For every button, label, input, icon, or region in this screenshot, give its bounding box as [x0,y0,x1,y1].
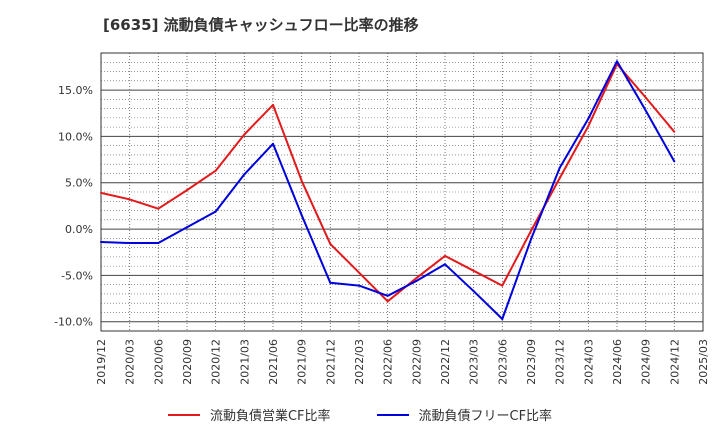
data-point [558,166,561,169]
data-point [386,294,389,297]
legend-item: 流動負債フリーCF比率 [376,405,553,424]
x-tick-label: 2023/03 [468,339,481,385]
x-tick-label: 2023/09 [525,339,538,385]
data-point [243,133,246,136]
data-point [587,125,590,128]
x-tick-label: 2019/12 [95,339,108,385]
data-point [272,142,274,145]
data-point [501,284,504,287]
legend-label: 流動負債フリーCF比率 [418,409,553,424]
data-point [157,207,160,210]
x-tick-label: 2022/03 [353,339,366,385]
x-tick-label: 2021/06 [267,339,280,385]
x-tick-label: 2024/06 [611,339,624,385]
y-tick-label: 15.0% [58,84,93,97]
data-point [100,191,102,194]
y-tick-label: -10.0% [54,316,93,329]
data-point [272,103,274,106]
data-point [128,198,131,201]
data-point [444,254,446,257]
data-point [300,179,303,182]
x-tick-label: 2022/12 [439,339,452,385]
data-point [673,160,676,163]
x-tick-label: 2025/03 [697,339,710,385]
data-point [358,271,360,274]
x-tick-label: 2024/09 [640,339,653,385]
x-tick-label: 2020/06 [152,339,165,385]
data-point [329,281,332,284]
legend-item: 流動負債営業CF比率 [167,405,331,424]
y-tick-label: -5.0% [61,269,93,282]
data-point [415,279,418,282]
data-point [358,284,360,287]
y-tick-label: 10.0% [58,130,93,143]
data-point [616,60,618,63]
data-point [472,269,475,272]
x-tick-label: 2020/09 [181,339,194,385]
data-point [386,300,389,303]
x-tick-label: 2022/09 [410,339,423,385]
data-point [587,117,590,120]
data-point [243,173,246,176]
data-point [157,241,160,244]
data-point [444,263,446,266]
data-point [530,238,532,241]
data-point [329,242,332,245]
y-tick-label: 0.0% [65,223,93,236]
legend: 流動負債営業CF比率 流動負債フリーCF比率 [0,405,720,424]
data-point [128,241,131,244]
x-tick-label: 2024/12 [668,339,681,385]
x-tick-label: 2020/12 [210,339,223,385]
data-point [644,96,647,99]
y-tick-label: 5.0% [65,177,93,190]
x-tick-label: 2023/06 [496,339,509,385]
x-tick-label: 2021/03 [238,339,251,385]
legend-swatch [376,413,409,416]
data-point [644,109,647,112]
data-point [300,214,303,217]
x-tick-label: 2024/03 [582,339,595,385]
data-point [501,317,504,320]
data-point [472,290,475,293]
x-tick-label: 2021/12 [324,339,337,385]
data-point [415,277,418,280]
data-point [214,210,217,213]
data-point [530,229,532,232]
data-point [100,241,102,244]
x-tick-label: 2021/09 [296,339,309,385]
chart-title: [6635] 流動負債キャッシュフロー比率の推移 [103,16,419,34]
legend-swatch [167,413,200,416]
data-point [558,177,561,180]
data-point [673,130,676,133]
x-tick-label: 2020/03 [124,339,137,385]
x-tick-label: 2022/06 [382,339,395,385]
x-tick-label: 2023/12 [554,339,567,385]
data-point [186,226,188,229]
data-point [214,169,217,172]
legend-label: 流動負債営業CF比率 [209,409,331,424]
data-point [186,189,188,192]
